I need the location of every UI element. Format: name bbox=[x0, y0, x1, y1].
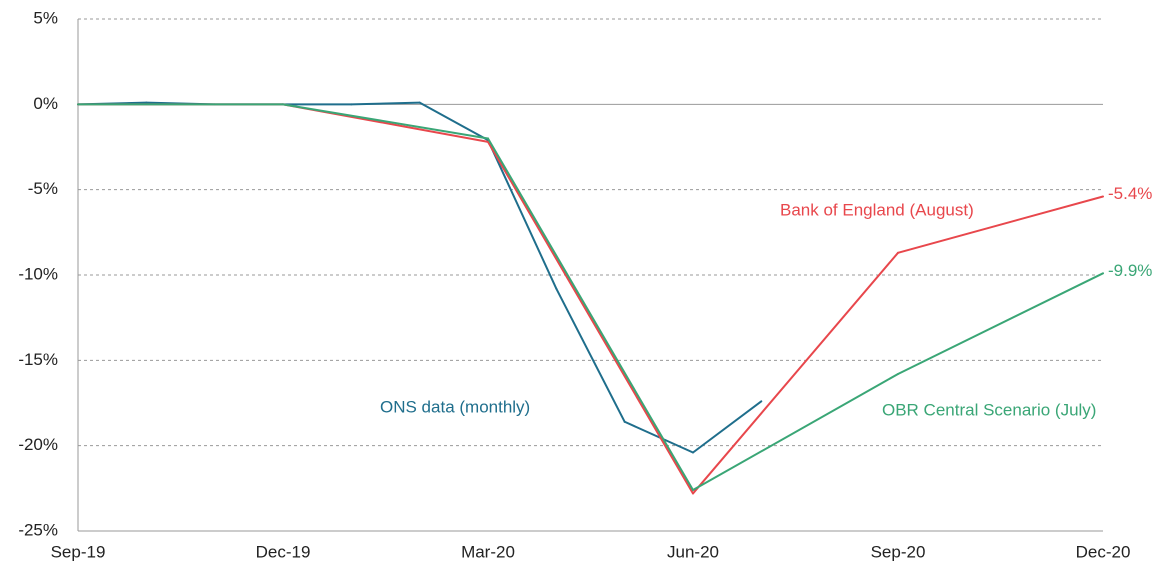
y-tick-label: -15% bbox=[18, 350, 58, 369]
line-segment bbox=[623, 420, 694, 454]
y-tick-label: -20% bbox=[18, 435, 58, 454]
line-segment bbox=[350, 101, 421, 106]
line-segment bbox=[487, 137, 694, 492]
data-label: -9.9% bbox=[1108, 261, 1152, 280]
series-label: Bank of England (August) bbox=[780, 200, 974, 219]
series-label: OBR Central Scenario (July) bbox=[882, 400, 1096, 419]
x-tick-label: Sep-19 bbox=[51, 542, 106, 561]
y-tick-label: -5% bbox=[28, 179, 58, 198]
line-segment bbox=[418, 101, 489, 142]
x-tick-label: Dec-19 bbox=[256, 542, 311, 561]
line-segment bbox=[555, 287, 626, 423]
line-segment bbox=[897, 195, 1104, 254]
x-tick-label: Sep-20 bbox=[871, 542, 926, 561]
y-tick-label: -10% bbox=[18, 264, 58, 283]
x-tick-label: Mar-20 bbox=[461, 542, 515, 561]
data-label: -5.4% bbox=[1108, 184, 1152, 203]
line-segment bbox=[897, 272, 1104, 375]
line-segment bbox=[692, 400, 763, 454]
y-tick-label: -25% bbox=[18, 520, 58, 539]
line-segment bbox=[487, 139, 558, 290]
y-tick-label: 0% bbox=[33, 94, 58, 113]
line-segment bbox=[692, 251, 899, 495]
line-segment bbox=[692, 372, 899, 492]
x-tick-label: Jun-20 bbox=[667, 542, 719, 561]
y-tick-label: 5% bbox=[33, 8, 58, 27]
line-segment bbox=[487, 140, 694, 495]
x-tick-label: Dec-20 bbox=[1076, 542, 1131, 561]
series-label: ONS data (monthly) bbox=[380, 397, 530, 416]
line-segment bbox=[282, 103, 489, 140]
